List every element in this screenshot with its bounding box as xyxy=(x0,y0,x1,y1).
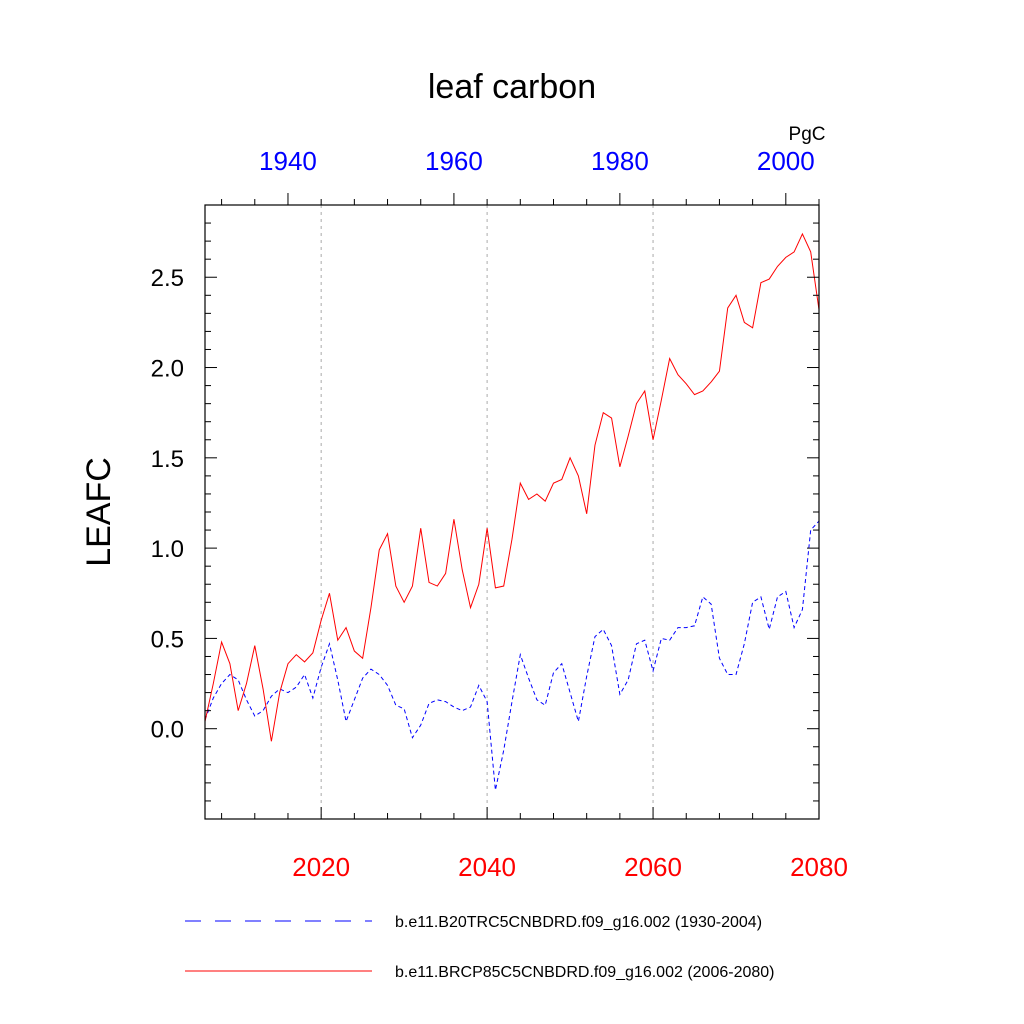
bottom-tick-label: 2060 xyxy=(624,852,682,882)
units-label: PgC xyxy=(789,124,826,145)
bottom-tick-label: 2020 xyxy=(292,852,350,882)
vertical-gridlines xyxy=(320,205,654,819)
y-tick-label: 1.0 xyxy=(151,536,184,563)
top-tick-label: 1960 xyxy=(425,146,483,176)
series-lines xyxy=(205,232,819,791)
legend-label-1: b.e11.B20TRC5CNBDRD.f09_g16.002 (1930-20… xyxy=(395,914,762,931)
series-line-2 xyxy=(205,232,819,742)
top-tick-label: 1940 xyxy=(259,146,317,176)
y-tick-label: 0.5 xyxy=(151,626,184,653)
y-tick-label: 2.5 xyxy=(151,265,184,292)
legend-label-2: b.e11.BRCP85C5CNBDRD.f09_g16.002 (2006-2… xyxy=(395,964,774,981)
y-tick-label: 0.0 xyxy=(151,717,184,744)
top-tick-label: 2000 xyxy=(757,146,815,176)
legend: b.e11.B20TRC5CNBDRD.f09_g16.002 (1930-20… xyxy=(185,914,774,981)
y-axis-label: LEAFC xyxy=(80,457,118,567)
bottom-tick-label: 2040 xyxy=(458,852,516,882)
top-tick-label: 1980 xyxy=(591,146,649,176)
bottom-tick-label: 2080 xyxy=(790,852,848,882)
axis-ticks xyxy=(205,193,820,819)
tick-labels: 0.0 0.5 1.0 1.5 2.0 2.5 2020 2040 2060 2080 1940 19… xyxy=(151,146,848,882)
y-tick-label: 2.0 xyxy=(151,356,184,383)
plot-frame xyxy=(204,204,820,820)
y-tick-label: 1.5 xyxy=(151,446,184,473)
chart-title: leaf carbon xyxy=(428,68,596,106)
